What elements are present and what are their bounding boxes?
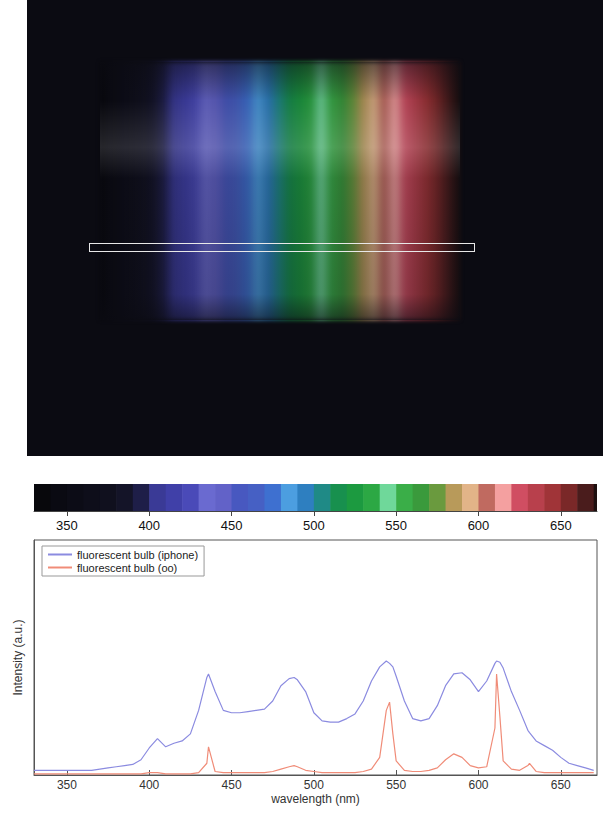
svg-text:350: 350 [56, 518, 78, 533]
svg-text:fluorescent bulb (oo): fluorescent bulb (oo) [77, 562, 177, 574]
svg-text:450: 450 [221, 518, 243, 533]
svg-text:550: 550 [386, 778, 406, 792]
svg-text:350: 350 [57, 778, 77, 792]
svg-text:400: 400 [138, 518, 160, 533]
svg-text:650: 650 [551, 778, 571, 792]
svg-text:400: 400 [139, 778, 159, 792]
svg-text:650: 650 [550, 518, 572, 533]
svg-text:500: 500 [303, 518, 325, 533]
svg-text:600: 600 [468, 518, 490, 533]
svg-text:600: 600 [468, 778, 488, 792]
svg-text:Intensity (a.u.): Intensity (a.u.) [11, 619, 25, 695]
svg-text:500: 500 [304, 778, 324, 792]
svg-text:fluorescent bulb (iphone): fluorescent bulb (iphone) [77, 549, 198, 561]
svg-text:550: 550 [385, 518, 407, 533]
svg-text:wavelength (nm): wavelength (nm) [270, 792, 360, 806]
svg-text:450: 450 [222, 778, 242, 792]
